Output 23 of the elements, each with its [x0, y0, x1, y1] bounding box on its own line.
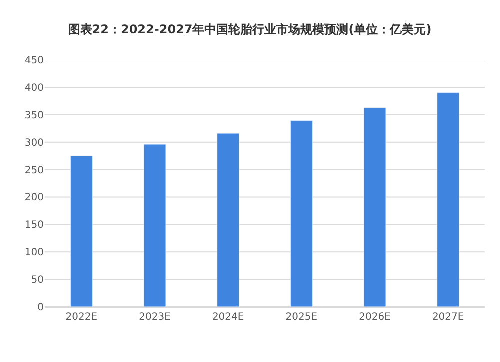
y-tick-label: 300 — [24, 138, 44, 149]
bar — [290, 120, 313, 307]
x-tick-label: 2025E — [286, 312, 318, 323]
x-tick-label: 2023E — [139, 312, 171, 323]
x-tick-label: 2024E — [212, 312, 244, 323]
x-tick-label: 2022E — [66, 312, 98, 323]
bar — [217, 133, 240, 307]
x-tick-label: 2026E — [359, 312, 391, 323]
y-tick-label: 100 — [24, 248, 44, 259]
y-tick-label: 400 — [24, 82, 44, 94]
bar — [437, 92, 460, 307]
chart-title: 图表22：2022-2027年中国轮胎行业市场规模预测(单位：亿美元) — [68, 22, 432, 37]
x-tick-label: 2027E — [432, 312, 464, 323]
bar — [364, 108, 386, 307]
y-tick-label: 50 — [31, 275, 44, 286]
y-tick-label: 0 — [38, 302, 44, 314]
y-tick-label: 350 — [24, 110, 44, 122]
y-tick-label: 250 — [24, 165, 44, 176]
y-tick-label: 150 — [24, 220, 44, 232]
bar — [144, 144, 166, 307]
bar — [70, 156, 93, 307]
y-tick-label: 450 — [24, 56, 44, 66]
y-tick-label: 200 — [24, 192, 44, 204]
